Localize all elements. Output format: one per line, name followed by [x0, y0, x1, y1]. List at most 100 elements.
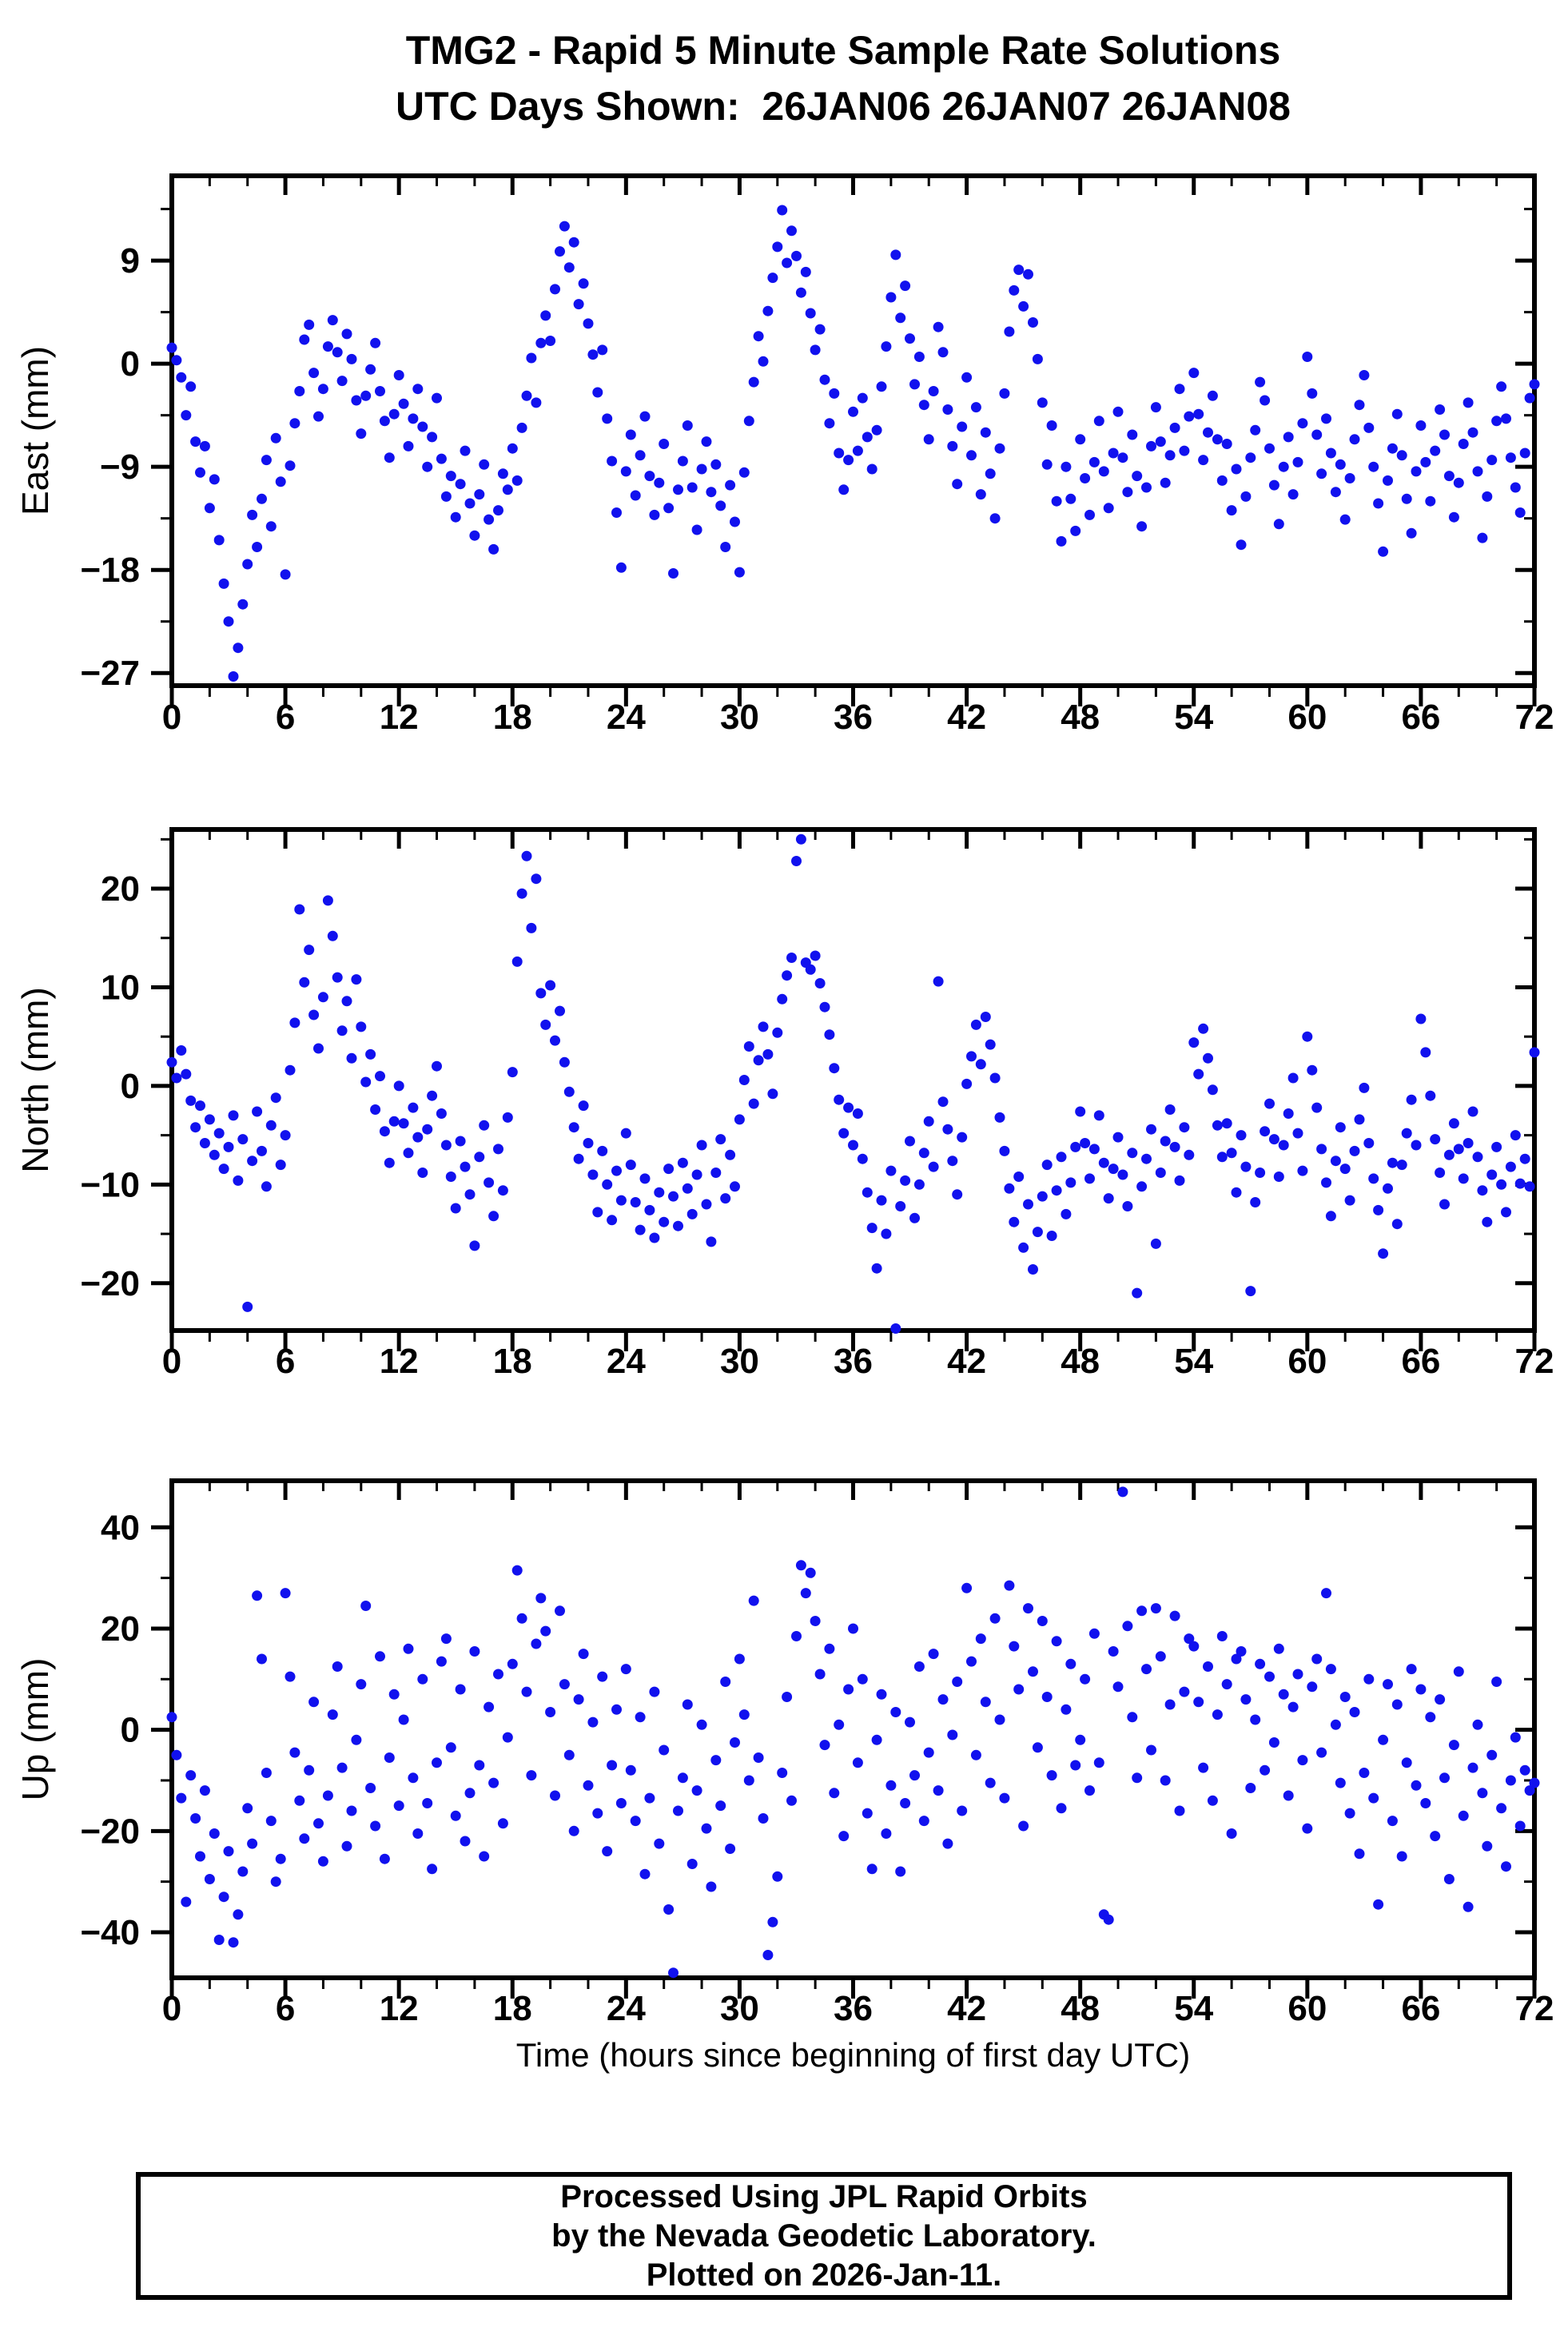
data-point [630, 1197, 641, 1207]
data-point [242, 1803, 253, 1814]
data-point [1335, 1777, 1346, 1788]
data-point [1519, 1153, 1530, 1164]
data-point [417, 1673, 428, 1685]
data-point [980, 1012, 991, 1022]
data-point [1448, 511, 1459, 523]
data-point [734, 567, 745, 578]
data-point [1501, 1861, 1511, 1872]
data-point [682, 420, 693, 431]
data-point [1037, 1191, 1048, 1202]
data-point [445, 1742, 456, 1753]
data-point [989, 1072, 1001, 1084]
data-point [285, 1671, 296, 1682]
data-point [777, 205, 788, 216]
data-point [1439, 1772, 1450, 1784]
data-point [1018, 1242, 1029, 1253]
data-point [668, 1967, 679, 1979]
data-point [336, 1025, 348, 1036]
svg-text:54: 54 [1174, 1342, 1213, 1381]
svg-text:30: 30 [720, 1989, 759, 2028]
data-point [427, 1090, 438, 1101]
data-point [1207, 390, 1218, 401]
data-point [1018, 1820, 1029, 1832]
data-point [484, 1177, 495, 1188]
data-point [299, 1833, 310, 1844]
data-point [460, 1836, 471, 1847]
data-point [1051, 1636, 1062, 1647]
svg-text:0: 0 [162, 698, 181, 737]
data-point [1070, 1760, 1081, 1771]
data-point [1415, 1684, 1427, 1695]
data-point [720, 542, 731, 552]
data-point [942, 404, 953, 415]
data-point [843, 455, 854, 466]
data-point [876, 381, 887, 392]
data-point [261, 455, 272, 466]
footer-box: Processed Using JPL Rapid Orbits by the … [136, 2172, 1512, 2300]
data-point [213, 535, 225, 546]
data-point [1150, 1603, 1161, 1614]
data-point [568, 1122, 579, 1133]
data-point [403, 1148, 414, 1159]
data-point [1491, 416, 1502, 427]
svg-text:20: 20 [101, 1609, 140, 1649]
data-point [464, 1189, 476, 1200]
data-point [228, 1937, 239, 1948]
data-point [1260, 395, 1271, 406]
data-point [772, 1871, 783, 1882]
data-point [233, 1909, 244, 1920]
data-point [1169, 422, 1180, 433]
data-point [928, 1649, 939, 1660]
data-point [218, 1164, 229, 1175]
data-point [455, 479, 466, 490]
data-point [975, 1633, 986, 1645]
svg-text:24: 24 [607, 698, 646, 737]
data-point [933, 321, 944, 332]
data-point [1354, 1114, 1365, 1125]
data-point [1311, 429, 1323, 440]
data-point [1287, 489, 1299, 500]
data-point [1383, 1679, 1393, 1690]
data-point [1203, 427, 1213, 438]
data-point [1297, 418, 1308, 429]
data-point [181, 1896, 192, 1907]
data-point [1088, 1628, 1100, 1639]
data-point [1411, 466, 1422, 477]
data-point [620, 466, 631, 477]
data-point [166, 342, 177, 353]
svg-text:72: 72 [1515, 1342, 1554, 1381]
data-point [511, 1565, 523, 1576]
data-point [379, 416, 390, 427]
data-point [332, 1661, 343, 1672]
data-point [204, 1114, 215, 1125]
data-point [474, 1760, 485, 1771]
data-point [469, 1646, 480, 1657]
data-point [521, 390, 532, 401]
data-point [550, 1035, 560, 1046]
data-point [615, 562, 627, 573]
data-point [1046, 420, 1057, 431]
svg-text:−20: −20 [80, 1812, 140, 1851]
data-point [1216, 1152, 1228, 1163]
data-point [644, 1204, 655, 1215]
data-point [516, 888, 527, 899]
data-point [336, 1762, 348, 1773]
data-point [370, 1104, 381, 1115]
data-point [843, 1684, 854, 1695]
data-point [1179, 445, 1190, 456]
data-point [1141, 1664, 1152, 1675]
svg-text:9: 9 [121, 241, 140, 280]
data-point [327, 1709, 338, 1720]
data-point [881, 1228, 892, 1239]
data-point [1510, 482, 1521, 493]
data-point [649, 1686, 660, 1697]
y-axis-label: Up (mm) [14, 1658, 56, 1801]
data-point [474, 1152, 485, 1163]
data-point [1435, 404, 1446, 415]
data-point [607, 1760, 618, 1771]
data-point [275, 1160, 286, 1171]
data-point [1435, 1168, 1446, 1178]
data-point [1032, 1742, 1043, 1753]
svg-text:10: 10 [101, 968, 140, 1007]
data-point [1179, 1122, 1190, 1133]
